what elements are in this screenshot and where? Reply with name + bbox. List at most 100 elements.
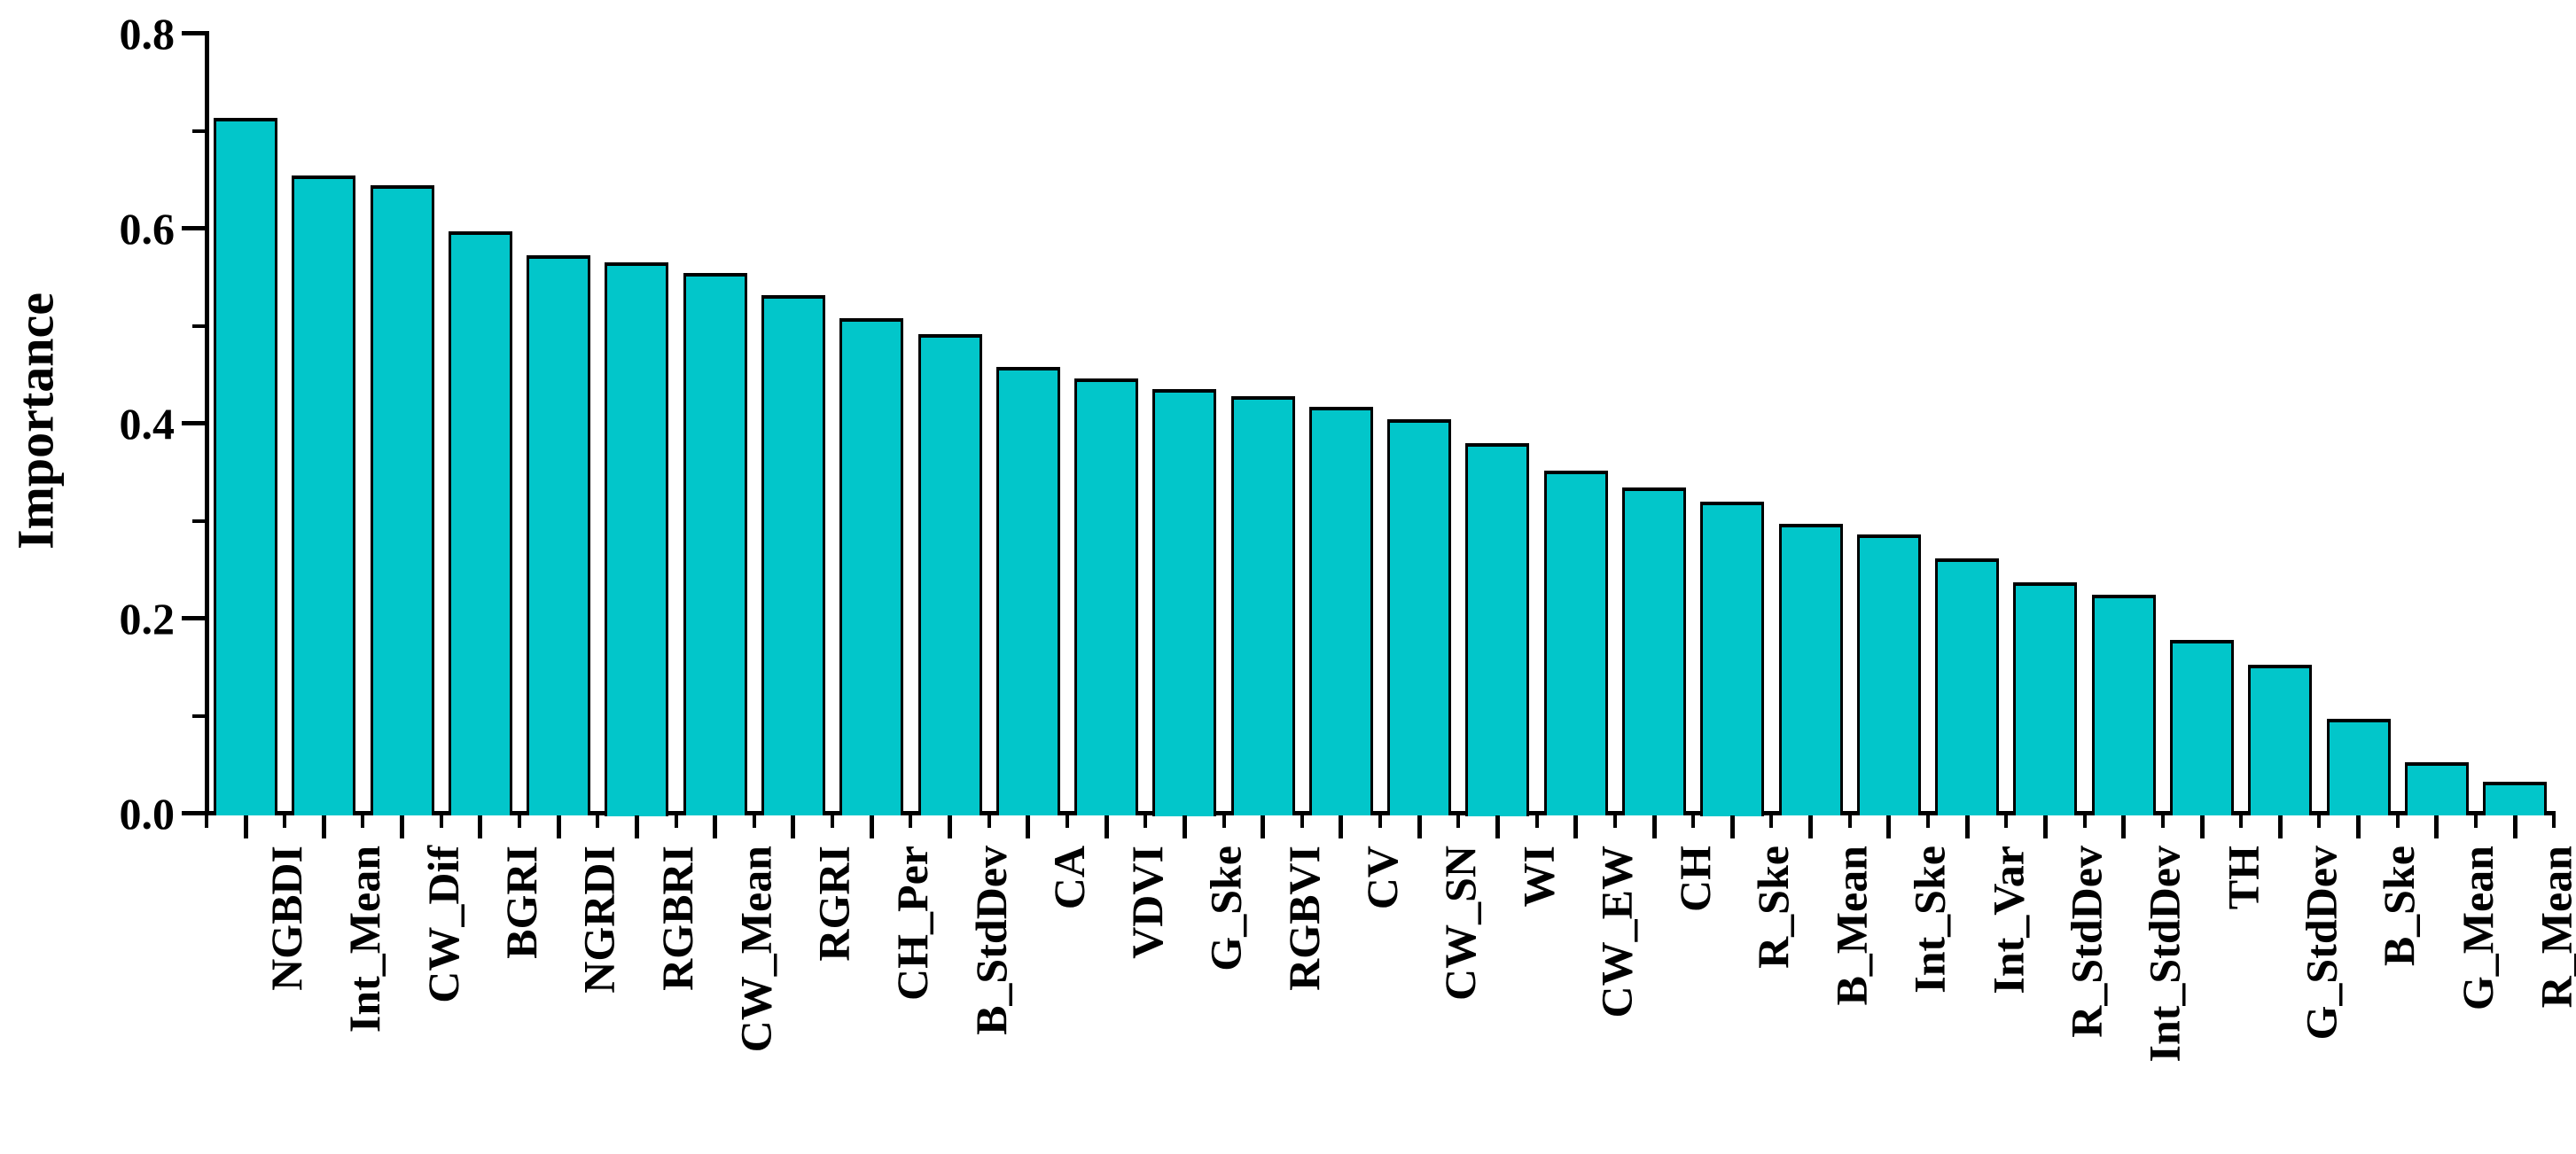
x-major-tick-cv xyxy=(1339,815,1344,838)
x-tick-label-bgri: BGRI xyxy=(496,846,546,959)
y-minor-tick xyxy=(192,129,207,133)
x-tick-label-ngbdi: NGBDI xyxy=(262,846,311,991)
x-minor-tick xyxy=(752,815,756,828)
x-major-tick-r-stddev xyxy=(2042,815,2048,838)
bar-bgri xyxy=(448,230,512,816)
x-major-tick-cw-sn xyxy=(1417,815,1422,838)
x-minor-tick xyxy=(361,815,365,828)
x-minor-tick xyxy=(1926,815,1931,828)
x-major-tick-rgbri xyxy=(634,815,639,838)
x-tick-label-rgbvi: RGBVI xyxy=(1278,846,1329,991)
bar-cw-dif xyxy=(370,185,434,816)
x-major-tick-bgri xyxy=(478,815,483,838)
bar-wi xyxy=(1465,442,1530,816)
bar-r-ske xyxy=(1700,501,1765,816)
bar-rgbvi xyxy=(1230,395,1295,816)
x-tick-label-r-mean: R_Mean xyxy=(2531,846,2576,1009)
x-minor-tick xyxy=(439,815,443,828)
x-minor-tick xyxy=(1691,815,1696,828)
x-tick-label-wi: WI xyxy=(1513,846,1564,908)
x-tick-label-rgri: RGRI xyxy=(808,846,859,962)
x-major-tick-b-stddev xyxy=(948,815,953,838)
x-tick-label-cw-dif: CW_Dif xyxy=(418,846,468,1003)
x-tick-label-int-var: Int_Var xyxy=(1983,846,2033,994)
y-tick-label-0.8: 0.8 xyxy=(119,8,176,58)
x-minor-tick xyxy=(909,815,913,828)
x-major-tick-wi xyxy=(1495,815,1500,838)
x-major-tick-g-ske xyxy=(1182,815,1187,838)
x-tick-label-rgbri: RGBRI xyxy=(652,846,703,991)
y-major-tick-0.4 xyxy=(182,421,207,425)
x-major-tick-cw-dif xyxy=(400,815,405,838)
bar-r-stddev xyxy=(2013,581,2078,816)
x-minor-tick xyxy=(987,815,991,828)
x-minor-tick xyxy=(1612,815,1617,828)
x-minor-tick xyxy=(1144,815,1148,828)
bar-ch xyxy=(1622,487,1687,816)
bar-b-ske xyxy=(2326,718,2391,816)
x-minor-tick xyxy=(1847,815,1852,828)
x-tick-label-b-ske: B_Ske xyxy=(2374,846,2424,967)
x-minor-tick xyxy=(1065,815,1069,828)
x-tick-label-int-mean: Int_Mean xyxy=(340,846,390,1033)
x-major-tick-r-mean xyxy=(2512,815,2517,838)
x-tick-label-cv: CV xyxy=(1356,846,1407,910)
x-minor-tick xyxy=(2395,815,2400,828)
x-major-tick-vdvi xyxy=(1104,815,1109,838)
x-minor-tick xyxy=(283,815,287,828)
x-minor-tick xyxy=(1300,815,1304,828)
x-major-tick-ch-per xyxy=(869,815,874,838)
x-tick-label-cw-mean: CW_Mean xyxy=(730,846,781,1053)
x-major-tick-rgri xyxy=(791,815,796,838)
x-major-tick-ch xyxy=(1651,815,1657,838)
bar-ngbdi xyxy=(214,118,277,816)
bar-g-mean xyxy=(2404,762,2469,816)
y-minor-tick xyxy=(192,713,207,718)
x-tick-label-b-mean: B_Mean xyxy=(1826,846,1877,1006)
x-tick-label-g-stddev: G_StdDev xyxy=(2296,846,2346,1041)
x-minor-tick xyxy=(831,815,835,828)
y-major-tick-0.2 xyxy=(182,616,207,620)
bar-g-ske xyxy=(1152,389,1217,816)
y-minor-tick xyxy=(192,519,207,523)
x-tick-label-cw-sn: CW_SN xyxy=(1435,846,1486,1002)
bar-cv xyxy=(1308,406,1373,816)
bar-int-ske xyxy=(1856,534,1921,816)
x-tick-label-ch: CH xyxy=(1670,846,1721,912)
x-major-tick-ngbdi xyxy=(243,815,248,838)
x-minor-tick xyxy=(1534,815,1539,828)
x-major-tick-int-ske xyxy=(1886,815,1892,838)
y-major-tick-0.8 xyxy=(182,31,207,35)
x-minor-tick xyxy=(2160,815,2165,828)
x-major-tick-ca xyxy=(1026,815,1031,838)
x-major-tick-b-ske xyxy=(2356,815,2361,838)
y-major-tick-0.6 xyxy=(182,226,207,230)
y-tick-label-0.0: 0.0 xyxy=(119,788,176,838)
bar-int-var xyxy=(1935,558,2000,816)
bar-vdvi xyxy=(1074,378,1139,816)
x-tick-label-ngrdi: NGRDI xyxy=(574,846,625,994)
x-tick-label-vdvi: VDVI xyxy=(1122,846,1173,959)
x-major-tick-cw-ew xyxy=(1573,815,1579,838)
x-minor-tick xyxy=(2552,815,2556,828)
x-minor-tick xyxy=(1769,815,1774,828)
x-tick-label-g-ske: G_Ske xyxy=(1200,846,1251,971)
y-minor-tick xyxy=(192,324,207,328)
y-tick-label-0.6: 0.6 xyxy=(119,203,176,253)
bar-rgri xyxy=(761,295,825,816)
x-minor-tick xyxy=(674,815,678,828)
x-major-tick-rgbvi xyxy=(1261,815,1266,838)
bar-cw-mean xyxy=(683,273,747,816)
bar-rgbri xyxy=(605,262,669,816)
x-minor-tick xyxy=(1378,815,1383,828)
x-minor-tick xyxy=(204,815,208,828)
x-major-tick-int-mean xyxy=(321,815,326,838)
bar-ch-per xyxy=(839,317,904,816)
x-tick-label-ca: CA xyxy=(1043,846,1094,910)
x-minor-tick xyxy=(1222,815,1226,828)
x-tick-label-g-mean: G_Mean xyxy=(2452,846,2502,1011)
bar-int-mean xyxy=(292,175,356,816)
bar-th xyxy=(2170,639,2234,816)
x-major-tick-ngrdi xyxy=(556,815,561,838)
